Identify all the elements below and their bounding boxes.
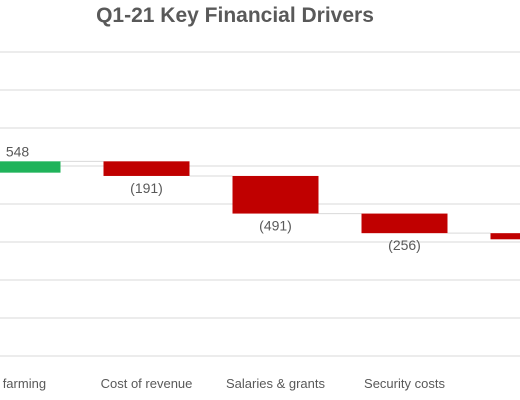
data-label-1: (191) [130,180,163,196]
bar-2 [232,175,319,214]
data-label-3: (256) [388,237,421,253]
tick-label-1: Cost of revenue [101,376,193,391]
category-axis: ld farming Cost of revenue Salaries & gran… [0,376,445,391]
bar-3 [361,213,448,234]
bar-1 [103,161,190,176]
data-label-2: (491) [259,218,292,234]
bar-0 [0,161,61,173]
data-labels: 548 (191) (491) (256) [6,143,421,253]
tick-label-2: Salaries & grants [226,376,325,391]
bar-4 [490,233,520,240]
bars [0,161,520,240]
connectors [60,160,491,234]
chart-title: Q1-21 Key Financial Drivers [96,4,374,27]
tick-label-3: Security costs [364,376,445,391]
data-label-0: 548 [6,143,30,159]
tick-label-0: ld farming [0,376,46,391]
